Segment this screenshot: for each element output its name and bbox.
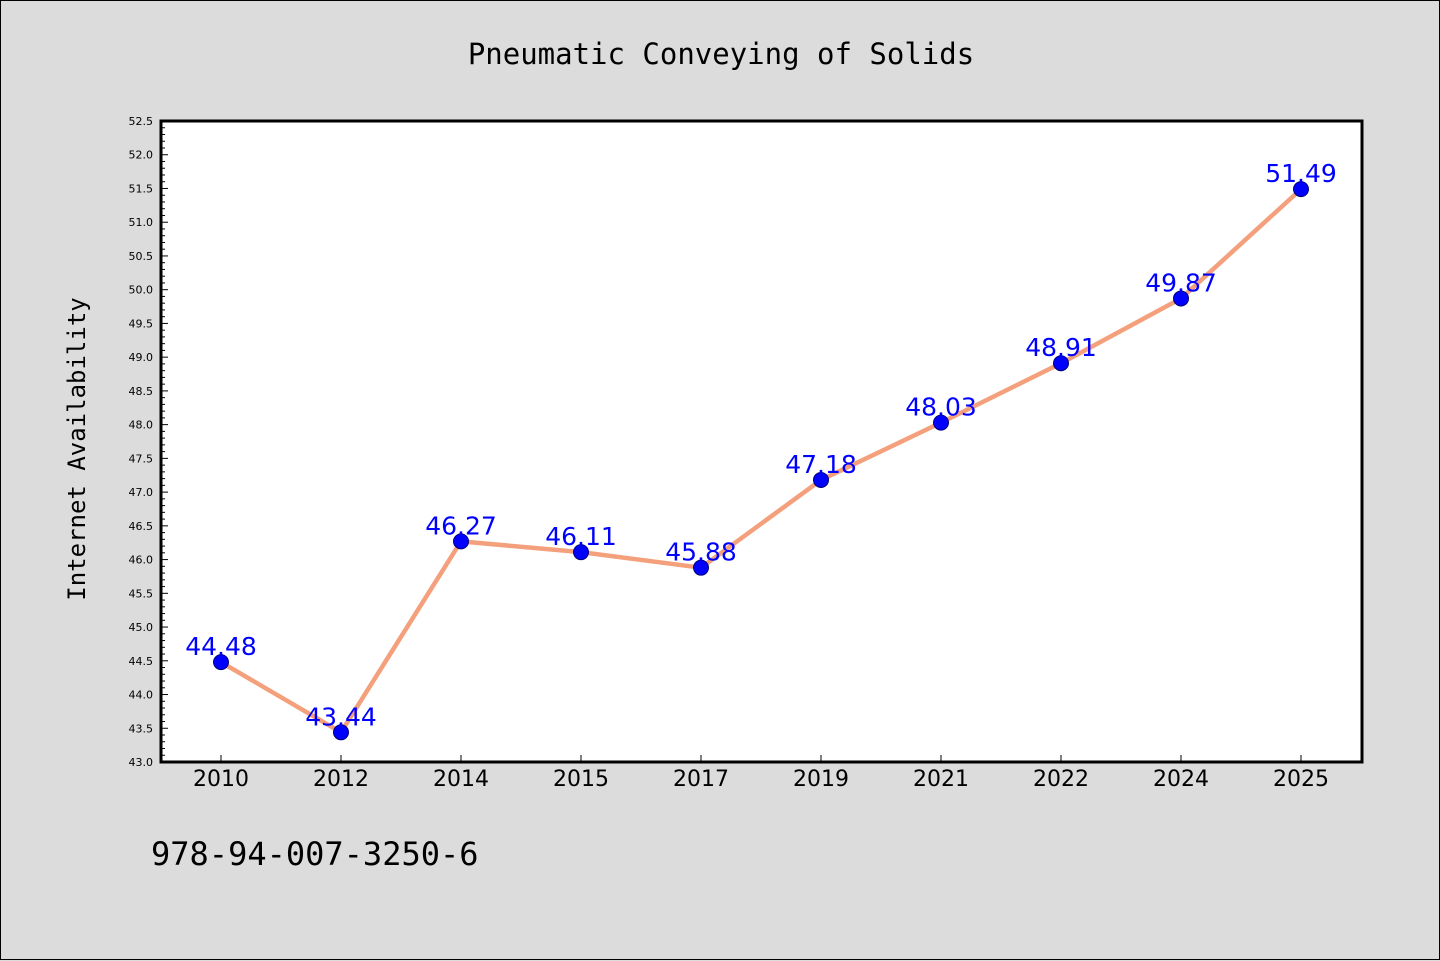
- data-point: [453, 533, 469, 550]
- x-tick-label: 2012: [313, 767, 369, 792]
- y-tick-label: 49.5: [129, 317, 154, 330]
- x-tick-label: 2021: [913, 767, 969, 792]
- data-point: [1173, 290, 1189, 307]
- data-point: [1293, 181, 1309, 198]
- y-axis-ticks: 43.0 43.5 44.0 44.5 45.0 45.5 46.0 46.5 47.0 47.5…: [129, 115, 168, 769]
- data-point: [333, 724, 349, 741]
- data-label: 46.27: [425, 511, 497, 540]
- y-tick-label: 47.0: [129, 486, 154, 499]
- data-label: 48.03: [905, 393, 977, 422]
- y-tick-label: 49.0: [129, 351, 154, 364]
- y-tick-label: 51.5: [129, 182, 154, 195]
- data-markers: [213, 181, 1309, 741]
- data-label: 48.91: [1025, 333, 1097, 362]
- footer-isbn: 978-94-007-3250-6: [151, 835, 479, 873]
- data-labels: 44.48 43.44 46.27 46.11 45.88 47.18 48.03 48.91…: [185, 159, 1337, 731]
- y-tick-label: 48.5: [129, 385, 154, 398]
- y-tick-label: 50.5: [129, 250, 154, 263]
- data-label: 46.11: [545, 522, 617, 551]
- y-tick-label: 44.5: [129, 655, 154, 668]
- x-axis-ticks: 2010 2012 2014 2015 2017 2019 2021 2022 2024 2025: [193, 755, 1329, 792]
- y-tick-label: 44.0: [129, 689, 154, 702]
- x-tick-label: 2014: [433, 767, 489, 792]
- data-point: [933, 414, 949, 431]
- x-tick-label: 2022: [1033, 767, 1089, 792]
- data-point: [693, 559, 709, 576]
- x-tick-label: 2025: [1273, 767, 1329, 792]
- y-tick-label: 50.0: [129, 284, 154, 297]
- y-tick-label: 47.5: [129, 452, 154, 465]
- y-axis-label: Internet Availability: [63, 297, 91, 600]
- data-label: 44.48: [185, 632, 257, 661]
- y-tick-label: 48.0: [129, 419, 154, 432]
- x-tick-label: 2019: [793, 767, 849, 792]
- x-tick-label: 2024: [1153, 767, 1209, 792]
- y-tick-label: 45.5: [129, 587, 154, 600]
- y-tick-label: 45.0: [129, 621, 154, 634]
- plot-area: [161, 121, 1362, 762]
- x-tick-label: 2010: [193, 767, 249, 792]
- series-line: [218, 186, 1304, 735]
- data-label: 43.44: [305, 702, 377, 731]
- y-tick-label: 43.5: [129, 722, 154, 735]
- plot-border: [159, 119, 1364, 764]
- data-point: [573, 544, 589, 561]
- y-tick-label: 43.0: [129, 756, 154, 769]
- data-label: 45.88: [665, 538, 737, 567]
- y-tick-label: 52.0: [129, 149, 154, 162]
- y-tick-label: 51.0: [129, 216, 154, 229]
- data-point: [1053, 355, 1069, 372]
- data-label: 47.18: [785, 450, 857, 479]
- y-tick-label: 46.5: [129, 520, 154, 533]
- x-tick-label: 2017: [673, 767, 729, 792]
- data-point: [213, 654, 229, 671]
- chart-title: Pneumatic Conveying of Solids: [468, 37, 974, 71]
- data-point: [813, 471, 829, 488]
- data-label: 51.49: [1265, 159, 1337, 188]
- data-label: 49.87: [1145, 268, 1217, 297]
- y-tick-label: 46.0: [129, 554, 154, 567]
- x-tick-label: 2015: [553, 767, 609, 792]
- y-tick-label: 52.5: [129, 115, 154, 128]
